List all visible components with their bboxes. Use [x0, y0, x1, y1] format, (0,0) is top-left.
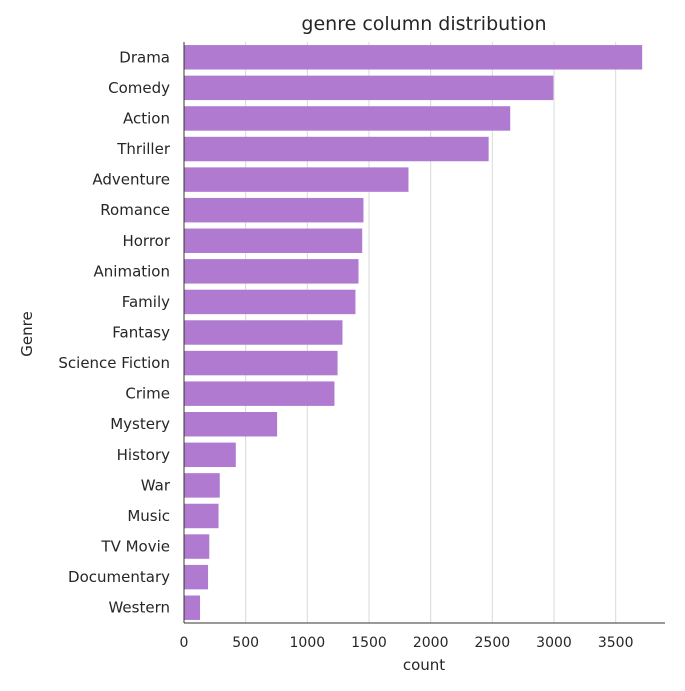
x-axis-label: count	[403, 656, 445, 674]
bar-action	[184, 106, 511, 131]
x-tick-label-2000: 2000	[413, 635, 449, 651]
category-label-fantasy: Fantasy	[112, 324, 170, 342]
category-label-science-fiction: Science Fiction	[58, 354, 170, 372]
x-tick-label-1500: 1500	[351, 635, 387, 651]
bar-tv-movie	[184, 534, 210, 559]
x-tick-label-3000: 3000	[536, 635, 572, 651]
x-tick-label-1000: 1000	[290, 635, 326, 651]
category-label-horror: Horror	[122, 232, 170, 250]
category-label-tv-movie: TV Movie	[100, 538, 170, 556]
bar-horror	[184, 228, 363, 253]
category-label-music: Music	[127, 507, 170, 525]
category-label-adventure: Adventure	[92, 171, 170, 189]
x-tick-label-500: 500	[232, 635, 259, 651]
x-tick-label-3500: 3500	[598, 635, 634, 651]
category-label-crime: Crime	[125, 385, 170, 403]
category-label-western: Western	[108, 599, 170, 617]
category-label-mystery: Mystery	[110, 415, 170, 433]
category-label-war: War	[141, 476, 171, 494]
y-axis-label: Genre	[18, 311, 36, 356]
category-labels: Drama Comedy Action Thriller Adventure Romanc…	[58, 48, 170, 616]
category-label-animation: Animation	[94, 262, 170, 280]
bar-animation	[184, 259, 359, 284]
x-tick-label-2500: 2500	[475, 635, 511, 651]
bar-crime	[184, 381, 335, 406]
bar-family	[184, 289, 356, 315]
bar-music	[184, 503, 219, 529]
bar-drama	[184, 45, 643, 70]
category-label-family: Family	[122, 293, 170, 311]
category-label-action: Action	[123, 109, 170, 127]
bar-western	[184, 595, 201, 620]
bar-science-fiction	[184, 350, 338, 376]
category-label-thriller: Thriller	[116, 140, 171, 158]
bar-adventure	[184, 167, 409, 192]
bar-history	[184, 442, 236, 468]
x-tick-labels: 0 500 1000 1500 2000 2500 3000 3500	[180, 635, 634, 651]
bar-comedy	[184, 75, 554, 101]
bars	[184, 45, 643, 620]
bar-thriller	[184, 136, 489, 162]
bar-romance	[184, 197, 364, 223]
category-label-romance: Romance	[100, 201, 170, 219]
category-label-comedy: Comedy	[108, 79, 170, 97]
category-label-drama: Drama	[119, 48, 170, 66]
bar-documentary	[184, 564, 209, 590]
bar-war	[184, 473, 220, 498]
category-label-documentary: Documentary	[68, 568, 170, 586]
bar-fantasy	[184, 320, 343, 345]
category-label-history: History	[117, 446, 170, 464]
chart-title: genre column distribution	[301, 13, 546, 35]
bar-mystery	[184, 412, 278, 437]
x-tick-label-0: 0	[180, 635, 189, 651]
